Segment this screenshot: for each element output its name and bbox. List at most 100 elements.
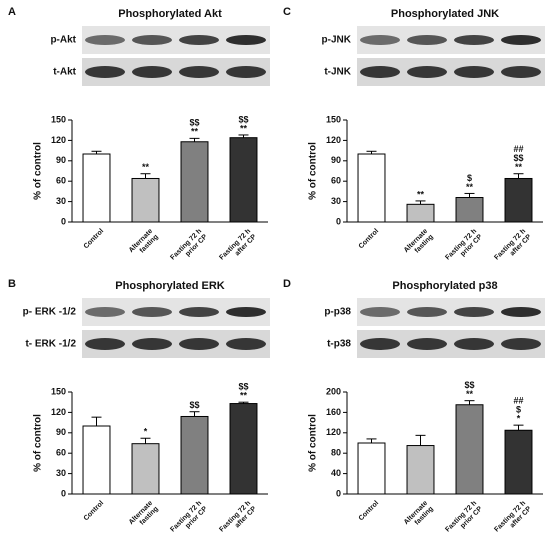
blot-band	[501, 35, 541, 45]
y-tick-label: 150	[51, 386, 66, 396]
y-tick-label: 120	[51, 407, 66, 417]
y-tick-label: 120	[326, 427, 341, 437]
panel-title: Phosphorylated JNK	[391, 8, 499, 20]
y-tick-label: 120	[326, 135, 341, 145]
panel-letter: A	[8, 6, 16, 18]
bar	[131, 443, 160, 495]
blot-band	[132, 338, 172, 350]
panel-title: Phosphorylated ERK	[115, 280, 224, 292]
significance-label: **	[240, 391, 248, 401]
y-tick-label: 60	[56, 176, 66, 186]
significance-label: $$	[238, 382, 248, 392]
bar	[455, 197, 484, 223]
blot-label: t-Akt	[53, 67, 76, 78]
y-tick-label: 60	[331, 176, 341, 186]
bar	[357, 442, 386, 495]
y-tick-label: 90	[331, 155, 341, 165]
significance-label: **	[240, 123, 248, 133]
y-tick-label: 0	[336, 488, 341, 498]
blot-band	[179, 307, 219, 317]
bar	[131, 177, 160, 223]
panel-title: Phosphorylated p38	[392, 280, 497, 292]
significance-label: **	[466, 182, 474, 192]
blot-band	[407, 338, 447, 350]
bar	[357, 153, 386, 223]
significance-label: ##	[513, 396, 523, 406]
significance-label: **	[466, 389, 474, 399]
bar	[406, 203, 435, 223]
y-tick-label: 60	[56, 448, 66, 458]
significance-label: $$	[189, 400, 199, 410]
significance-label: **	[191, 127, 199, 137]
y-tick-label: 120	[51, 135, 66, 145]
y-tick-label: 30	[56, 196, 66, 206]
blot-band	[454, 66, 494, 78]
y-tick-label: 150	[51, 114, 66, 124]
y-tick-label: 0	[61, 216, 66, 226]
blot-band	[226, 307, 266, 317]
bar	[82, 153, 111, 223]
blot-band	[407, 35, 447, 45]
bar	[180, 415, 209, 495]
blot-label: p- ERK -1/2	[23, 307, 77, 318]
bar	[180, 141, 209, 223]
y-tick-label: 0	[336, 216, 341, 226]
x-tick-label: Control	[358, 228, 381, 251]
blot-band	[132, 35, 172, 45]
y-tick-label: 0	[61, 488, 66, 498]
bar	[229, 403, 258, 495]
significance-label: $$	[189, 118, 199, 128]
blot-label: t-p38	[327, 339, 351, 350]
blot-band	[85, 35, 125, 45]
y-tick-label: 160	[326, 407, 341, 417]
y-axis-label: % of control	[308, 414, 319, 472]
y-axis-label: % of control	[33, 142, 44, 200]
blot-band	[226, 35, 266, 45]
significance-label: $	[467, 173, 472, 183]
y-tick-label: 150	[326, 114, 341, 124]
y-tick-label: 90	[56, 427, 66, 437]
y-axis-label: % of control	[33, 414, 44, 472]
bar	[82, 425, 111, 495]
significance-label: $$	[513, 153, 523, 163]
blot-band	[179, 338, 219, 350]
y-tick-label: 40	[331, 468, 341, 478]
y-tick-label: 80	[331, 448, 341, 458]
blot-band	[360, 307, 400, 317]
significance-label: **	[142, 162, 150, 172]
blot-label: p-JNK	[322, 35, 352, 46]
blot-band	[132, 307, 172, 317]
blot-band	[226, 338, 266, 350]
significance-label: ##	[513, 144, 523, 154]
panel-title: Phosphorylated Akt	[118, 8, 222, 20]
blot-label: p-Akt	[50, 35, 76, 46]
blot-band	[179, 35, 219, 45]
blot-band	[85, 307, 125, 317]
bar	[406, 445, 435, 495]
blot-band	[85, 66, 125, 78]
panel-letter: C	[283, 6, 291, 18]
y-tick-label: 30	[331, 196, 341, 206]
bar	[504, 177, 533, 223]
x-tick-label: Control	[358, 500, 381, 523]
blot-band	[501, 338, 541, 350]
blot-band	[501, 66, 541, 78]
significance-label: $$	[238, 114, 248, 124]
significance-label: $$	[464, 380, 474, 390]
blot-band	[454, 35, 494, 45]
blot-band	[454, 338, 494, 350]
blot-band	[454, 307, 494, 317]
x-tick-label: Control	[83, 500, 106, 523]
panel-letter: B	[8, 278, 16, 290]
significance-label: *	[517, 414, 521, 424]
blot-band	[179, 66, 219, 78]
y-tick-label: 90	[56, 155, 66, 165]
bar	[229, 137, 258, 223]
blot-band	[360, 338, 400, 350]
significance-label: **	[515, 162, 523, 172]
blot-band	[407, 66, 447, 78]
y-axis-label: % of control	[308, 142, 319, 200]
significance-label: *	[144, 427, 148, 437]
blot-label: p-p38	[324, 307, 351, 318]
